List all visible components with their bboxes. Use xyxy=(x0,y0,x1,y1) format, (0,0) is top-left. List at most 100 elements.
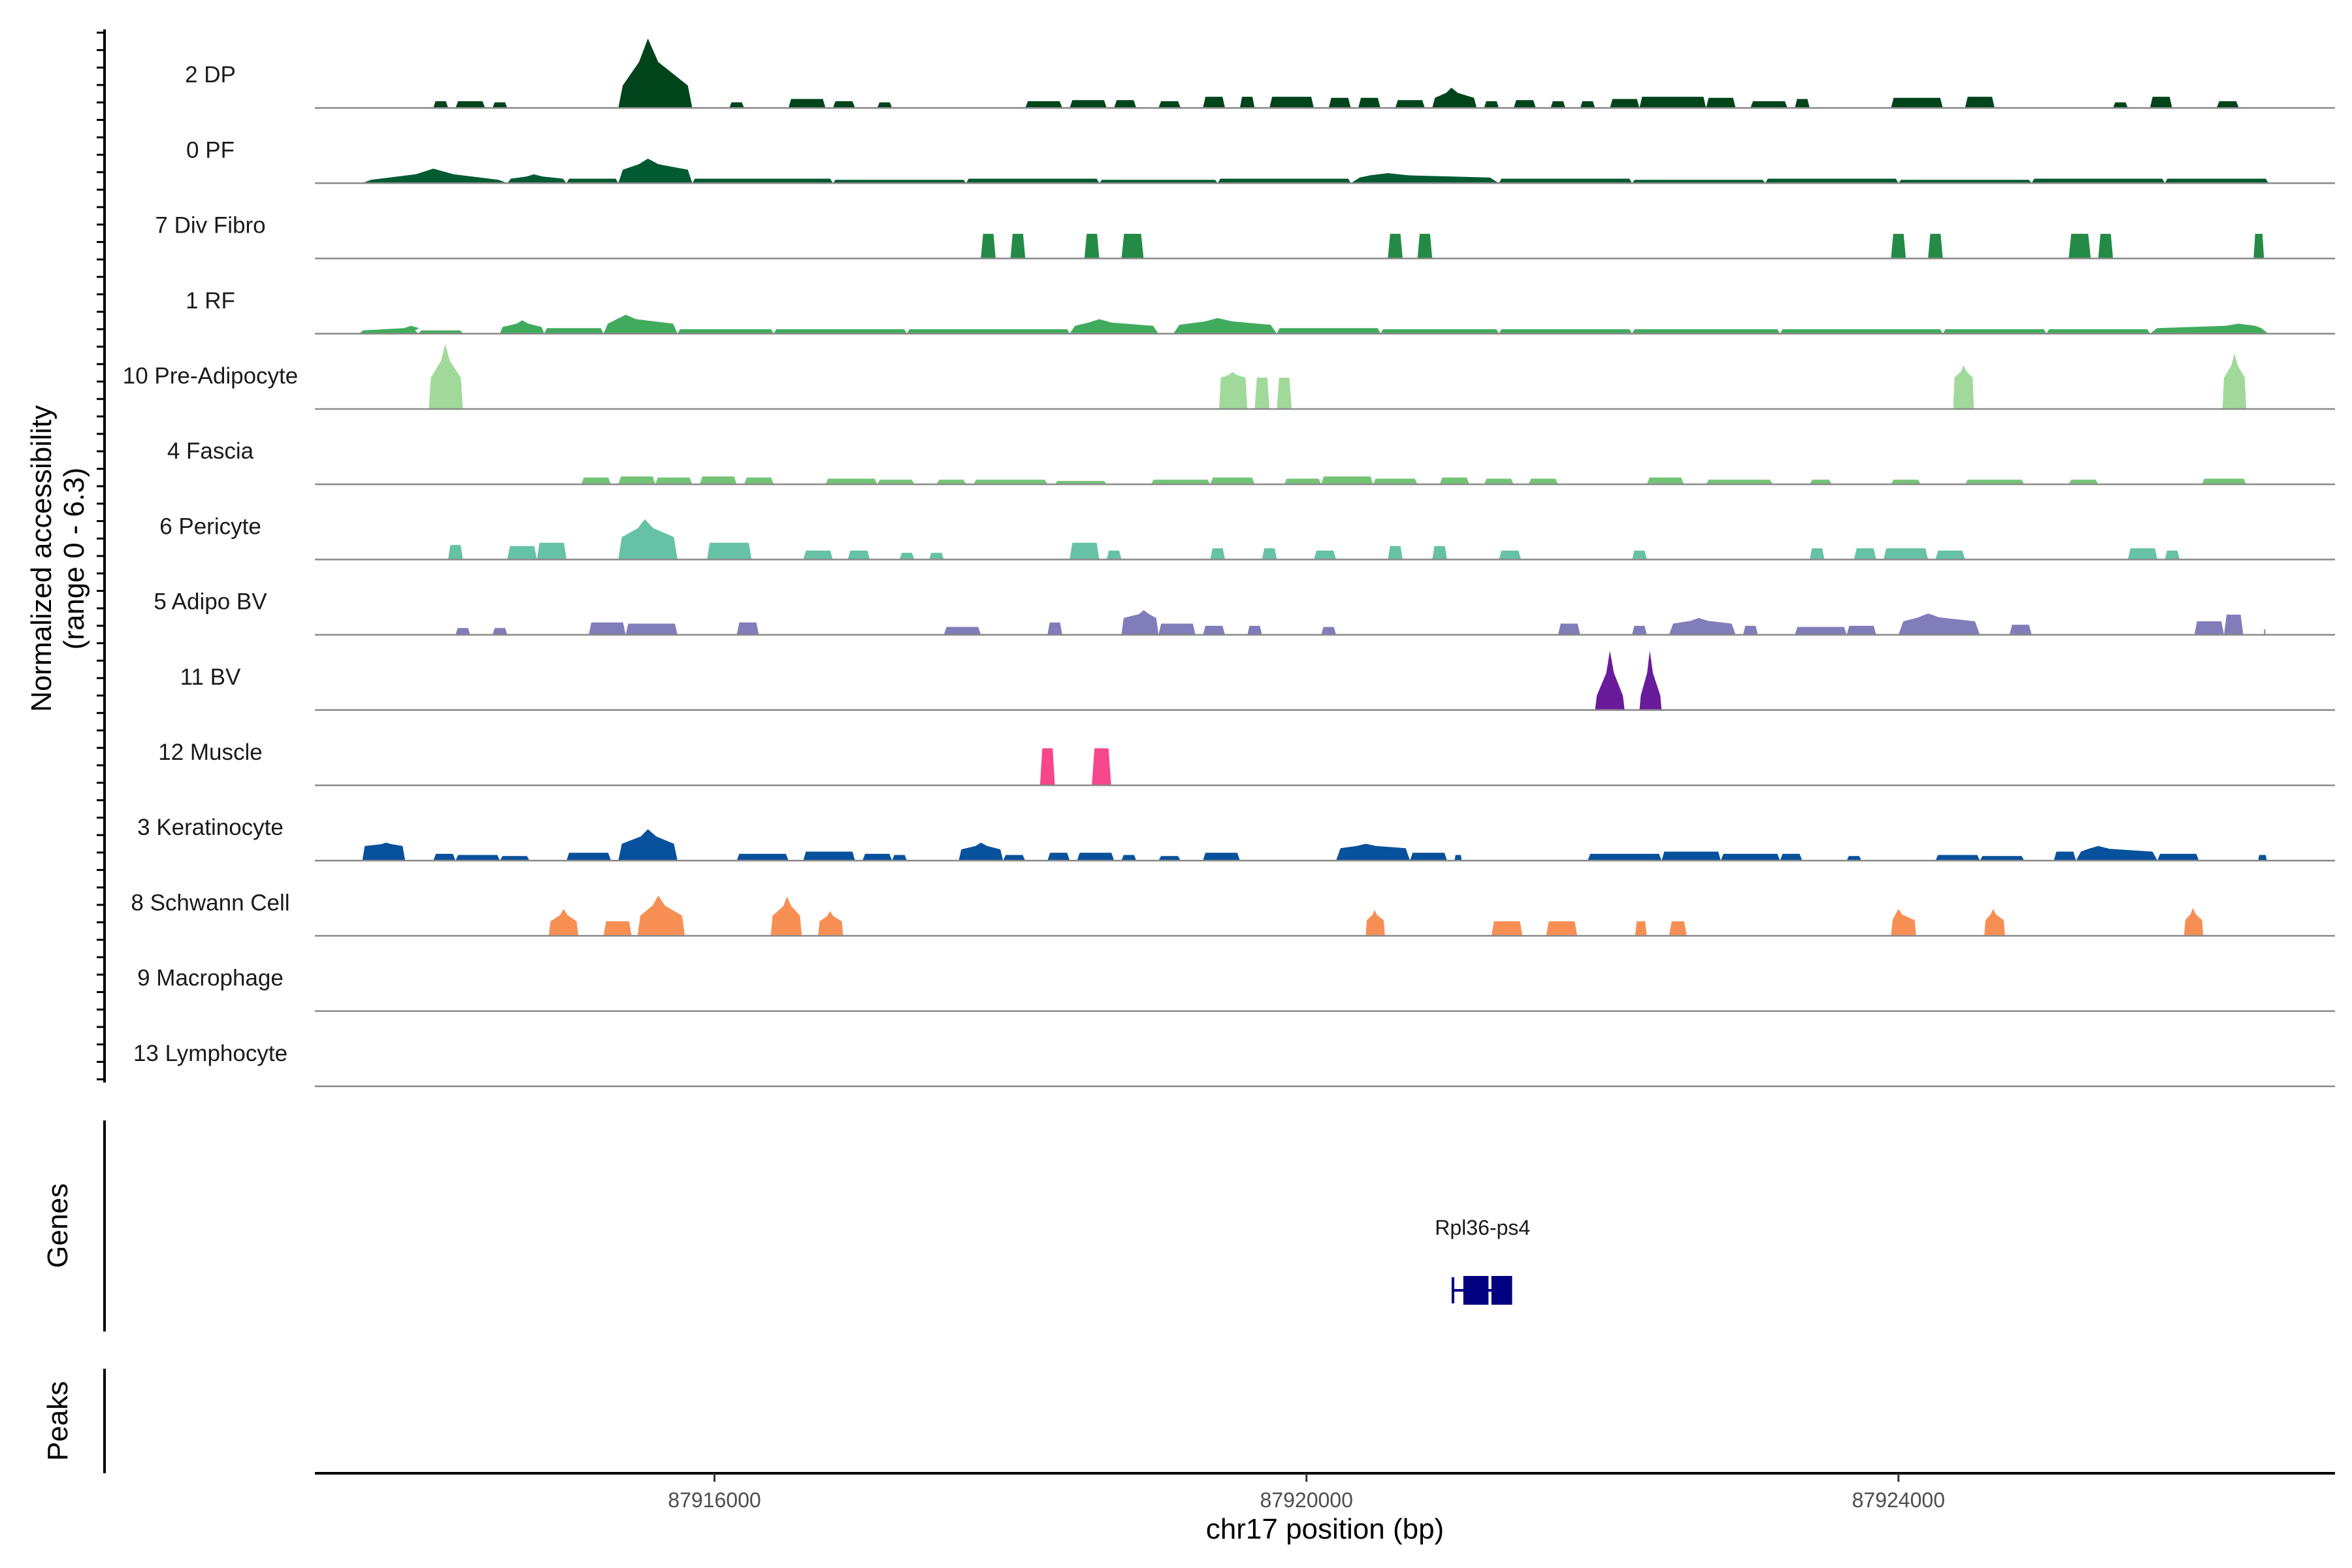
coverage-peak xyxy=(544,328,604,334)
coverage-peak xyxy=(1965,97,1995,108)
coverage-peak xyxy=(433,853,456,861)
coverage-peak xyxy=(455,628,470,635)
coverage-peak xyxy=(729,102,744,108)
coverage-peak xyxy=(2031,178,2165,184)
coverage-peak xyxy=(1965,480,2025,485)
coverage-peak xyxy=(1219,372,1248,409)
coverage-peak xyxy=(1380,329,1499,334)
coverage-peak xyxy=(1121,855,1137,861)
coverage-peak xyxy=(743,477,774,485)
coverage-peak xyxy=(1639,650,1662,710)
coverage-peak xyxy=(1661,851,1721,861)
coverage-peak xyxy=(1639,97,1707,108)
coverage-peak xyxy=(2216,101,2239,108)
coverage-peak xyxy=(1277,328,1380,334)
coverage-peak xyxy=(1499,550,1522,560)
coverage-peak xyxy=(803,851,855,861)
coverage-peak xyxy=(832,180,966,184)
coverage-peak xyxy=(1750,101,1788,108)
coverage-peak xyxy=(548,909,579,936)
coverage-peak xyxy=(1210,548,1226,560)
coverage-peak xyxy=(1203,625,1226,635)
coverage-peak xyxy=(1646,477,1684,485)
coverage-peak xyxy=(1262,548,1277,560)
coverage-peak xyxy=(692,178,833,184)
coverage-peak xyxy=(2202,478,2247,485)
gene-rpl36-ps4: Rpl36-ps4 xyxy=(1435,1216,1530,1305)
coverage-peak xyxy=(2264,629,2266,635)
coverage-peak xyxy=(1158,856,1181,861)
coverage-peak xyxy=(1809,548,1825,560)
coverage-peak xyxy=(1247,625,1262,635)
coverage-peak xyxy=(1314,550,1336,560)
coverage-peak xyxy=(1550,101,1566,108)
coverage-peak xyxy=(1580,101,1595,108)
coverage-peak xyxy=(1720,853,1780,861)
track-label: 3 Keratinocyte xyxy=(137,815,284,840)
coverage-peak xyxy=(2127,548,2158,560)
coverage-peak xyxy=(1321,627,1336,635)
coverage-peak xyxy=(678,329,774,334)
coverage-peak xyxy=(2068,233,2091,259)
coverage-peak xyxy=(618,476,655,485)
coverage-peak xyxy=(492,102,508,108)
coverage-y-axis-ticks xyxy=(97,31,105,1081)
coverage-peak xyxy=(1898,613,1980,635)
coverage-peak xyxy=(1632,329,1780,334)
coverage-peak xyxy=(1350,173,1499,184)
coverage-peak xyxy=(492,628,508,635)
coverage-peak xyxy=(1099,180,1218,184)
coverage-peak xyxy=(770,896,802,936)
y-axis-range-label: (range 0 - 6.3) xyxy=(58,468,90,650)
coverage-peak xyxy=(981,233,996,259)
genes-panel: Genes Rpl36-ps4 xyxy=(42,1120,1530,1331)
coverage-peak xyxy=(707,542,752,560)
coverage-peak xyxy=(1935,550,1965,560)
x-axis-label: chr17 position (bp) xyxy=(1206,1513,1444,1545)
coverage-peak xyxy=(1210,477,1255,485)
coverage-peak xyxy=(736,622,759,635)
coverage-peak xyxy=(1984,909,2005,936)
coverage-peak xyxy=(1010,233,1026,259)
gene-exon xyxy=(1463,1276,1489,1305)
x-axis-ticks: 87916000 87920000 87924000 xyxy=(668,1473,1945,1512)
coverage-peak xyxy=(2068,480,2099,485)
coverage-peak xyxy=(1203,97,1226,108)
coverage-peak xyxy=(1632,550,1647,560)
coverage-peak xyxy=(625,623,678,635)
coverage-peak xyxy=(1809,480,1832,485)
coverage-peak xyxy=(1106,550,1122,560)
coverage-peak xyxy=(1588,853,1662,861)
coverage-peak xyxy=(448,545,463,560)
coverage-peak xyxy=(1928,233,1943,259)
coverage-peak xyxy=(1047,853,1070,861)
track-3-keratinocyte: 3 Keratinocyte xyxy=(137,815,2335,862)
coverage-peak xyxy=(359,325,419,334)
coverage-peak xyxy=(1039,748,1055,785)
coverage-peak xyxy=(655,477,693,485)
coverage-peak xyxy=(1484,101,1499,108)
coverage-peak xyxy=(943,627,981,635)
coverage-peak xyxy=(2076,845,2158,861)
coverage-peak xyxy=(1336,843,1411,861)
track-0-pf: 0 PF xyxy=(186,137,2335,184)
coverage-peak xyxy=(637,895,685,936)
coverage-peak xyxy=(2046,329,2150,334)
coverage-peak xyxy=(1328,97,1351,108)
coverage-peak xyxy=(1765,178,1899,184)
coverage-peak xyxy=(1217,178,1351,184)
track-13-lymphocyte: 13 Lymphocyte xyxy=(133,1041,2335,1088)
coverage-peak xyxy=(2113,102,2128,108)
coverage-peak xyxy=(2009,625,2032,635)
coverage-peak xyxy=(618,38,693,108)
track-label: 7 Div Fibro xyxy=(155,213,265,238)
track-label: 10 Pre-Adipocyte xyxy=(123,363,298,389)
coverage-peak xyxy=(1558,623,1580,635)
coverage-peak xyxy=(1884,548,1929,560)
gene-annotations: Rpl36-ps4 xyxy=(1435,1216,1530,1305)
track-8-schwann-cell: 8 Schwann Cell xyxy=(131,890,2335,937)
coverage-peak xyxy=(1742,625,1758,635)
coverage-peak xyxy=(907,329,1070,334)
coverage-peak xyxy=(2098,233,2114,259)
